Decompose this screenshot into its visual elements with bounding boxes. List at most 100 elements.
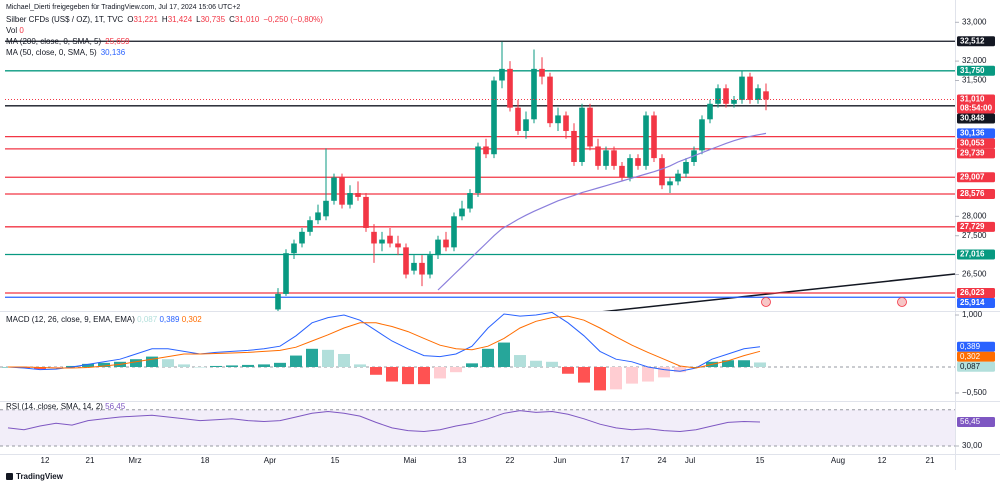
x-tick-label: 12	[878, 456, 887, 465]
ma50-line	[437, 132, 767, 291]
histogram-bar	[306, 348, 318, 367]
histogram-bar	[626, 366, 638, 384]
ohlc-key: O	[127, 15, 133, 24]
footer: TradingView	[6, 472, 64, 481]
ohlc-value: 30,735	[201, 15, 226, 24]
histogram-bar	[210, 365, 222, 367]
x-tick-label: 15	[331, 456, 340, 465]
time-axis: 12 21 Mrz 18 Apr 15 Mai 13 22 Jun 17 24 Jul 15 Aug 12 21	[41, 456, 935, 465]
event-icon[interactable]	[897, 297, 907, 307]
histogram-bar	[418, 366, 430, 385]
candle-body	[547, 76, 553, 124]
candle-body	[459, 208, 465, 217]
x-tick-label: Aug	[831, 456, 845, 465]
candle-body	[355, 193, 361, 197]
histogram-bar	[690, 366, 702, 368]
candle-body	[307, 220, 313, 232]
histogram-bar	[754, 362, 766, 367]
candle-body	[579, 107, 585, 162]
x-tick-label: 18	[201, 456, 210, 465]
x-tick-label: 12	[41, 456, 50, 465]
candle-body	[491, 80, 497, 155]
histogram-bar	[434, 366, 446, 379]
histogram-bar	[610, 366, 622, 390]
candle-body	[467, 193, 473, 209]
candle-body	[363, 196, 369, 228]
price-label: 31,010	[960, 95, 985, 104]
histogram-bar	[738, 360, 750, 367]
candle-body	[507, 68, 513, 108]
histogram-bar	[530, 360, 542, 367]
x-tick-label: Mrz	[128, 456, 141, 465]
histogram-bar	[642, 366, 654, 382]
macd-label-box	[957, 341, 995, 352]
y-tick-label: 28,000	[962, 211, 987, 220]
x-tick-label: Apr	[264, 456, 277, 465]
candle-body	[531, 68, 537, 120]
histogram-bar	[226, 365, 238, 367]
x-tick-label: Mai	[404, 456, 417, 465]
candle-body	[667, 181, 673, 186]
price-axis: 33,000 32,000 31,500 28,000 27,500 26,500 32,5…	[955, 17, 995, 450]
x-tick-label: 17	[621, 456, 630, 465]
macd-legend: MACD (12, 26, close, 9, EMA, EMA) 0,087 …	[6, 315, 202, 324]
x-tick-label: 13	[458, 456, 467, 465]
rsi-label-box	[957, 417, 995, 428]
rsi-pane	[0, 409, 955, 447]
histogram-bar	[562, 366, 574, 374]
macd-label-box	[957, 361, 995, 372]
event-icon[interactable]	[761, 297, 771, 307]
price-label: 30,053	[960, 139, 985, 148]
candle-body	[315, 212, 321, 221]
macd-pane	[0, 311, 955, 391]
price-label-box	[957, 188, 995, 199]
candle-body	[515, 107, 521, 131]
macd-label-box	[957, 351, 995, 362]
candle-body	[675, 173, 681, 182]
candle-body	[539, 68, 545, 77]
candle-body	[275, 293, 281, 310]
candle-body	[619, 165, 625, 178]
price-label-box	[957, 138, 995, 149]
indicator-legend: MA (200, close, 0, SMA, 5) 25,659 MA (50, …	[6, 37, 130, 57]
indicator-label: MA (50, close, 0, SMA, 5)	[6, 48, 97, 57]
rsi-label: 56,45	[960, 417, 981, 426]
brand-logo	[6, 473, 13, 480]
y-tick-label: 33,000	[962, 17, 987, 26]
macd-label: 0,087	[960, 362, 981, 371]
macd-label: 0,389	[960, 342, 981, 351]
candle-body	[659, 158, 665, 186]
histogram-bar	[290, 355, 302, 367]
histogram-bar	[194, 366, 206, 368]
ohlc-value: 31,010	[235, 15, 260, 24]
histogram-bar	[354, 364, 366, 367]
ohlc-key: H	[162, 15, 168, 24]
histogram-bar	[594, 366, 606, 391]
price-label-box	[957, 249, 995, 260]
histogram-bar	[178, 364, 190, 367]
indicator: MA (50, close, 0, SMA, 5) 30,136	[6, 48, 126, 57]
macd-hist-value: 0,087	[137, 315, 158, 324]
price-label-box	[957, 94, 995, 114]
histogram-bar	[386, 366, 398, 382]
histogram-bar	[482, 348, 494, 367]
candle-body	[595, 146, 601, 166]
histogram-bar	[82, 363, 94, 367]
candle-body	[347, 193, 353, 205]
price-label: 29,739	[960, 149, 985, 158]
histogram-bar	[130, 359, 142, 367]
candle-body	[643, 115, 649, 166]
candle-body	[395, 243, 401, 248]
price-label-box	[957, 172, 995, 183]
histogram-bar	[466, 363, 478, 367]
price-label: 30,136	[960, 129, 985, 138]
price-label-box	[957, 36, 995, 47]
histogram-bar	[258, 364, 270, 367]
candle-body	[611, 150, 617, 166]
x-tick-label: 21	[86, 456, 95, 465]
indicator: MA (200, close, 0, SMA, 5) 25,659	[6, 37, 130, 46]
candle-body	[627, 158, 633, 178]
rsi-legend: RSI (14, close, SMA, 14, 2) 56,45	[6, 402, 126, 411]
y-tick-label: 27,500	[962, 231, 987, 240]
